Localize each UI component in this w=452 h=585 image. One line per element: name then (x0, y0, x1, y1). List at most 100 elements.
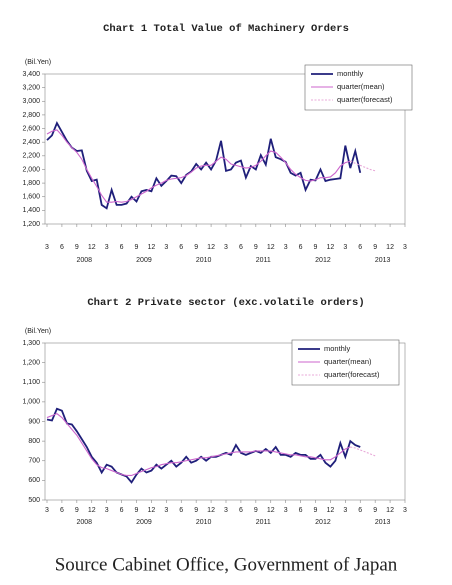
year-label: 2013 (375, 257, 391, 264)
x-tick-label: 12 (148, 244, 156, 251)
x-tick-label: 12 (386, 507, 394, 514)
chart-title: Chart 2 Private sector (exc.volatile ord… (87, 297, 364, 309)
legend-label: quarter(mean) (324, 357, 372, 366)
legend-label: monthly (337, 69, 364, 78)
y-tick-label: 700 (28, 458, 40, 465)
year-label: 2011 (256, 519, 271, 526)
year-label: 2010 (196, 519, 212, 526)
y-tick-label: 1,200 (22, 221, 40, 228)
y-tick-label: 3,200 (22, 84, 40, 91)
x-tick-label: 9 (194, 244, 198, 251)
plot-frame (44, 73, 406, 225)
y-tick-label: 2,600 (22, 125, 40, 132)
y-tick-label: 500 (28, 497, 40, 504)
legend-label: quarter(forecast) (337, 95, 393, 104)
y-unit-label: (Bil.Yen) (25, 59, 51, 66)
y-tick-label: 1,300 (22, 340, 40, 347)
legend-label: quarter(forecast) (324, 370, 380, 379)
y-tick-label: 1,000 (22, 399, 40, 406)
x-tick-label: 6 (239, 244, 243, 251)
x-tick-label: 9 (314, 244, 318, 251)
x-tick-label: 12 (267, 244, 275, 251)
x-tick-label: 6 (179, 244, 183, 251)
y-tick-label: 3,400 (22, 71, 40, 78)
x-tick-label: 12 (207, 244, 215, 251)
x-tick-label: 9 (194, 507, 198, 514)
year-label: 2013 (375, 519, 391, 526)
x-tick-label: 9 (135, 507, 139, 514)
x-tick-label: 6 (179, 507, 183, 514)
series-line (46, 129, 351, 203)
year-label: 2009 (136, 519, 152, 526)
legend-label: monthly (324, 344, 351, 353)
y-tick-label: 900 (28, 418, 40, 425)
y-tick-label: 600 (28, 477, 40, 484)
year-label: 2010 (196, 257, 212, 264)
x-tick-label: 6 (239, 507, 243, 514)
x-tick-label: 6 (120, 507, 124, 514)
x-tick-label: 12 (386, 244, 394, 251)
year-label: 2008 (77, 257, 93, 264)
x-tick-label: 3 (45, 507, 49, 514)
y-tick-label: 1,600 (22, 194, 40, 201)
x-tick-label: 3 (105, 244, 109, 251)
chart-title: Chart 1 Total Value of Machinery Orders (103, 23, 349, 35)
x-tick-label: 3 (224, 507, 228, 514)
x-tick-label: 3 (403, 244, 407, 251)
y-tick-label: 2,800 (22, 112, 40, 119)
x-tick-label: 6 (60, 244, 64, 251)
x-tick-label: 9 (314, 507, 318, 514)
x-tick-label: 3 (164, 507, 168, 514)
y-tick-label: 1,400 (22, 207, 40, 214)
x-tick-label: 9 (254, 507, 258, 514)
x-tick-label: 9 (373, 507, 377, 514)
x-tick-label: 6 (358, 507, 362, 514)
x-tick-label: 12 (88, 244, 96, 251)
x-tick-label: 6 (299, 244, 303, 251)
series-line (46, 413, 351, 477)
x-tick-label: 9 (373, 244, 377, 251)
series-line (350, 160, 376, 172)
x-tick-label: 3 (105, 507, 109, 514)
x-tick-label: 6 (120, 244, 124, 251)
y-tick-label: 2,200 (22, 153, 40, 160)
x-tick-label: 3 (343, 507, 347, 514)
year-label: 2008 (77, 519, 93, 526)
year-label: 2011 (256, 257, 271, 264)
y-tick-label: 800 (28, 438, 40, 445)
x-tick-label: 12 (207, 507, 215, 514)
y-unit-label: (Bil.Yen) (25, 328, 51, 335)
x-tick-label: 3 (284, 507, 288, 514)
year-label: 2009 (136, 257, 152, 264)
x-tick-label: 6 (358, 244, 362, 251)
x-tick-label: 6 (299, 507, 303, 514)
x-tick-label: 12 (88, 507, 96, 514)
y-tick-label: 1,800 (22, 180, 40, 187)
x-tick-label: 9 (75, 507, 79, 514)
x-tick-label: 9 (75, 244, 79, 251)
x-tick-label: 3 (284, 244, 288, 251)
year-label: 2012 (315, 257, 331, 264)
x-tick-label: 3 (343, 244, 347, 251)
x-tick-label: 3 (224, 244, 228, 251)
x-tick-label: 12 (327, 244, 335, 251)
y-tick-label: 3,000 (22, 98, 40, 105)
year-label: 2012 (315, 519, 331, 526)
x-tick-label: 12 (327, 507, 335, 514)
x-tick-label: 9 (254, 244, 258, 251)
x-tick-label: 12 (267, 507, 275, 514)
y-tick-label: 1,200 (22, 359, 40, 366)
x-tick-label: 6 (60, 507, 64, 514)
y-tick-label: 1,100 (22, 379, 40, 386)
x-tick-label: 3 (45, 244, 49, 251)
x-tick-label: 3 (403, 507, 407, 514)
legend-label: quarter(mean) (337, 82, 385, 91)
x-tick-label: 3 (164, 244, 168, 251)
y-tick-label: 2,000 (22, 166, 40, 173)
source-note: Source Cabinet Office, Government of Jap… (55, 554, 398, 575)
series-line (350, 446, 376, 457)
y-tick-label: 2,400 (22, 139, 40, 146)
x-tick-label: 9 (135, 244, 139, 251)
x-tick-label: 12 (148, 507, 156, 514)
